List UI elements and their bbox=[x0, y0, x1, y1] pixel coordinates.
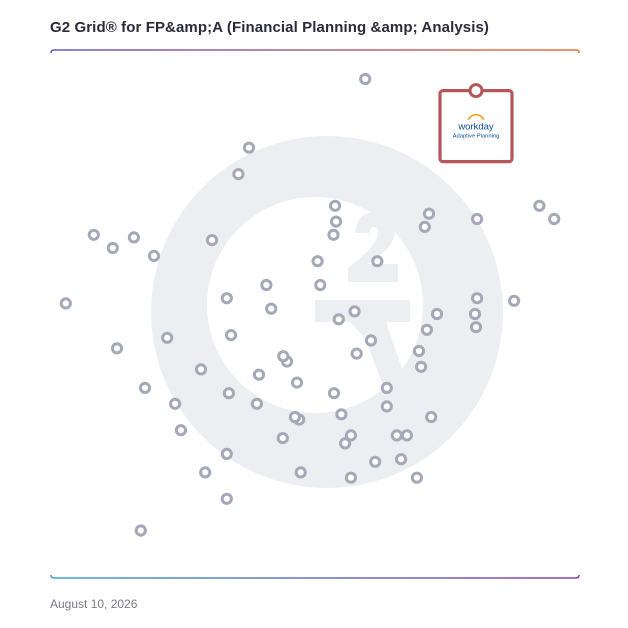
vendor-point[interactable] bbox=[147, 249, 161, 262]
vendor-point[interactable] bbox=[169, 397, 182, 410]
vendor-point[interactable] bbox=[276, 432, 289, 445]
vendor-point[interactable] bbox=[390, 429, 403, 442]
vendor-point[interactable] bbox=[205, 234, 219, 247]
vendor-point[interactable] bbox=[410, 471, 423, 484]
vendor-point[interactable] bbox=[311, 255, 324, 268]
vendor-point[interactable] bbox=[332, 313, 345, 326]
vendor-point[interactable] bbox=[222, 387, 235, 400]
vendor-point[interactable] bbox=[106, 241, 119, 255]
vendor-point[interactable] bbox=[250, 397, 263, 410]
vendor-point[interactable] bbox=[265, 302, 278, 315]
vendor-point[interactable] bbox=[232, 168, 245, 181]
vendor-point[interactable] bbox=[242, 141, 256, 154]
vendor-brand-label: workday bbox=[457, 122, 494, 133]
vendor-point[interactable] bbox=[174, 424, 187, 437]
vendor-point[interactable] bbox=[348, 305, 361, 318]
vendor-point[interactable] bbox=[330, 215, 343, 228]
vendor-point[interactable] bbox=[288, 410, 301, 424]
vendor-point[interactable] bbox=[430, 307, 444, 321]
vendor-point[interactable] bbox=[294, 466, 307, 479]
vendor-point[interactable] bbox=[344, 471, 357, 484]
vendor-point[interactable] bbox=[420, 323, 433, 336]
vendor-point[interactable] bbox=[371, 255, 384, 268]
vendor-point[interactable] bbox=[110, 342, 124, 355]
vendor-point[interactable] bbox=[220, 447, 233, 460]
vendor-point[interactable] bbox=[277, 350, 290, 363]
vendor-point[interactable] bbox=[127, 231, 140, 244]
vendor-point[interactable] bbox=[260, 278, 273, 292]
vendor-point[interactable] bbox=[468, 307, 482, 321]
vendor-point[interactable] bbox=[364, 334, 378, 347]
vendor-point[interactable] bbox=[400, 429, 413, 442]
vendor-point[interactable] bbox=[224, 329, 238, 342]
scatter-points bbox=[59, 72, 561, 537]
vendor-point[interactable] bbox=[220, 492, 233, 505]
vendor-point[interactable] bbox=[199, 466, 212, 479]
vendor-point[interactable] bbox=[87, 228, 100, 241]
page-title: G2 Grid® for FP&amp;A (Financial Plannin… bbox=[50, 19, 490, 36]
vendor-point[interactable] bbox=[327, 228, 340, 241]
vendor-point[interactable] bbox=[471, 212, 484, 226]
vendor-point[interactable] bbox=[395, 453, 408, 466]
vendor-point[interactable] bbox=[350, 347, 363, 360]
vendor-point[interactable] bbox=[380, 381, 393, 394]
vendor-point[interactable] bbox=[548, 212, 561, 226]
vendor-point[interactable] bbox=[220, 292, 233, 305]
vendor-point[interactable] bbox=[533, 199, 546, 212]
vendor-point[interactable] bbox=[369, 455, 382, 468]
vendor-point[interactable] bbox=[252, 368, 266, 381]
vendor-point[interactable] bbox=[161, 331, 174, 344]
vendor-point[interactable] bbox=[138, 381, 152, 394]
grid-frame bbox=[50, 49, 580, 579]
vendor-point[interactable] bbox=[59, 297, 72, 310]
vendor-point[interactable] bbox=[380, 400, 393, 413]
highlighted-vendor-card[interactable]: workday Adaptive Planning bbox=[438, 83, 514, 164]
vendor-point[interactable] bbox=[290, 376, 304, 389]
vendor-point[interactable] bbox=[344, 429, 357, 442]
vendor-point[interactable] bbox=[507, 294, 521, 307]
vendor-point[interactable] bbox=[327, 387, 341, 400]
vendor-point[interactable] bbox=[412, 344, 426, 358]
vendor-point[interactable] bbox=[339, 437, 352, 450]
vendor-point[interactable] bbox=[329, 199, 342, 212]
vendor-point[interactable] bbox=[359, 72, 372, 86]
vendor-product-label: Adaptive Planning bbox=[453, 134, 500, 140]
vendor-point[interactable] bbox=[471, 292, 484, 305]
g2-watermark bbox=[151, 136, 503, 488]
vendor-point[interactable] bbox=[418, 220, 431, 233]
vendor-point[interactable] bbox=[194, 363, 208, 376]
vendor-point[interactable] bbox=[425, 410, 438, 424]
vendor-point[interactable] bbox=[422, 207, 436, 220]
vendor-point[interactable] bbox=[469, 321, 483, 334]
vendor-point[interactable] bbox=[335, 408, 348, 421]
report-date: August 10, 2026 bbox=[50, 597, 138, 611]
vendor-point[interactable] bbox=[134, 524, 147, 537]
vendor-point[interactable] bbox=[415, 360, 428, 373]
vendor-point[interactable] bbox=[314, 278, 327, 292]
